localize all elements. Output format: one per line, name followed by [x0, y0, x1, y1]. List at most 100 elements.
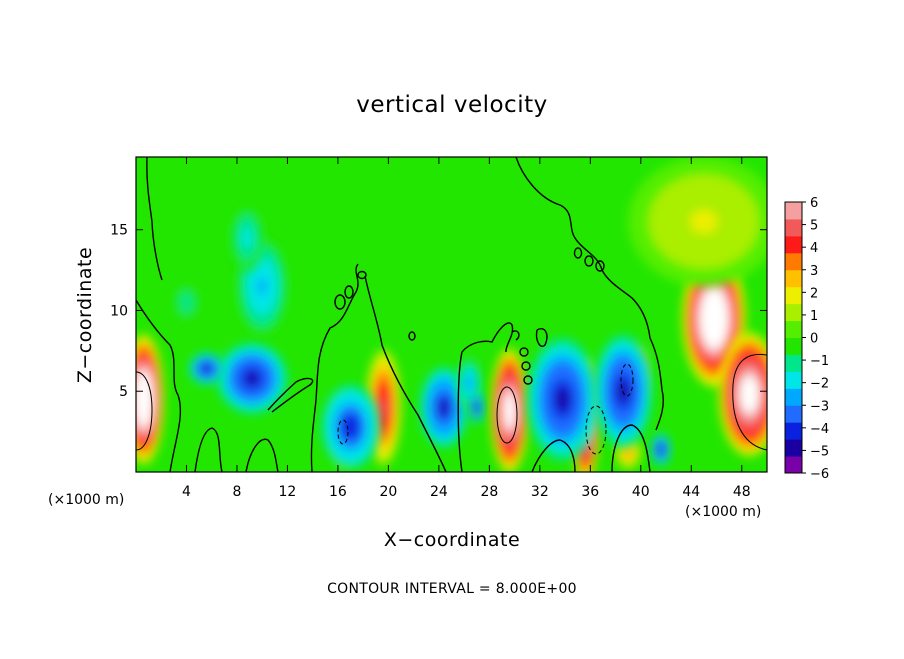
colorbar-tick-label: −1 [810, 354, 829, 369]
downdraft-cell [236, 237, 288, 335]
zero-contour [194, 427, 223, 472]
zero-contour [245, 438, 279, 472]
zero-contour [611, 424, 651, 472]
colorbar-tick-label: 4 [810, 241, 818, 256]
x-tick-label: 40 [632, 484, 650, 500]
colorbar-cell [785, 371, 802, 389]
colorbar-tick-label: −2 [810, 377, 829, 392]
downdraft-band [439, 400, 449, 415]
colorbar-tick-label: 2 [810, 286, 818, 301]
colorbar-tick-label: 1 [810, 309, 818, 324]
colorbar-cell [785, 405, 802, 423]
colorbar-cell [785, 303, 802, 322]
colorbar-tick-label: −5 [810, 444, 829, 459]
x-tick-labels: 4 8 12 16 20 24 28 32 36 40 44 48 [182, 484, 751, 500]
downdraft-cell [527, 337, 598, 461]
zero-contour [364, 275, 447, 472]
tick-marks [136, 157, 767, 472]
updraft-band [690, 209, 718, 234]
updraft-band [380, 396, 387, 418]
contour-negative [620, 363, 634, 397]
y-tick-labels: 5 10 15 [110, 223, 128, 401]
updraft-band [139, 387, 148, 411]
colorbar-tick-label: −6 [810, 467, 829, 482]
contour-negative [585, 405, 607, 455]
colorbar-cell [785, 388, 802, 406]
x-tick-label: 4 [182, 484, 191, 500]
colorbar: 6 5 4 3 2 1 0 −1 −2 −3 −4 −5 −6 [784, 196, 829, 482]
zero-contour [334, 294, 346, 310]
x-tick-label: 28 [480, 484, 498, 500]
updraft-cell [682, 250, 746, 387]
downdraft-band [257, 277, 267, 295]
downdraft-cell [189, 352, 225, 385]
x-tick-label: 44 [682, 484, 700, 500]
x-unit-left: (×1000 m) [48, 492, 124, 508]
x-tick-label: 20 [379, 484, 397, 500]
colorbar-tick-label: 0 [810, 332, 818, 347]
x-tick-label: 24 [430, 484, 448, 500]
zero-contour [136, 299, 182, 472]
zero-contour [535, 328, 548, 347]
contour-interval-note: CONTOUR INTERVAL = 8.000E+00 [327, 581, 577, 597]
x-tick-label: 36 [581, 484, 599, 500]
plot-frame [135, 156, 768, 473]
chart-title: vertical velocity [356, 92, 547, 118]
contour-positive [136, 371, 153, 451]
zero-contour [267, 377, 314, 413]
updraft-band [625, 449, 631, 456]
updraft-cell [628, 157, 767, 287]
colorbar-cells [785, 202, 802, 474]
colorbar-cell [785, 439, 802, 457]
field-layer [136, 157, 767, 472]
downdraft-band [659, 446, 663, 453]
y-axis-label: Z−coordinate [74, 247, 96, 383]
x-unit-right: (×1000 m) [685, 504, 761, 520]
y-tick-label: 15 [110, 223, 128, 239]
zero-contour [146, 157, 163, 281]
colorbar-cell [785, 235, 802, 254]
updraft-band [743, 383, 755, 406]
x-tick-label: 16 [329, 484, 347, 500]
downdraft-band [203, 365, 210, 372]
y-tick-label: 10 [110, 303, 128, 319]
zero-contour [521, 361, 531, 371]
x-tick-label: 12 [279, 484, 297, 500]
zero-contours [136, 157, 767, 472]
downdraft-cell [419, 367, 468, 448]
x-tick-label: 32 [531, 484, 549, 500]
colorbar-tick-label: −4 [810, 422, 829, 437]
updraft-cell [136, 334, 164, 464]
contour-negative [337, 419, 349, 445]
colorbar-tick-label: 6 [810, 196, 818, 211]
colorbar-cell [785, 269, 802, 288]
x-axis-label: X−coordinate [384, 529, 520, 551]
downdraft-band [345, 419, 356, 435]
downdraft-band [556, 388, 569, 411]
zero-contour [515, 157, 665, 431]
updraft-cell [719, 333, 767, 456]
downdraft-band [475, 404, 479, 411]
colorbar-labels: 6 5 4 3 2 1 0 −1 −2 −3 −4 −5 −6 [802, 196, 829, 482]
plot-area [135, 156, 768, 473]
colorbar-cell [785, 337, 802, 355]
colorbar-cell [785, 286, 802, 305]
downdraft-cell [469, 391, 485, 424]
zero-contour [310, 263, 359, 472]
zero-contour [531, 439, 576, 472]
x-tick-label: 8 [232, 484, 241, 500]
x-tick-label: 48 [733, 484, 751, 500]
zero-contour [357, 270, 367, 280]
contour-positive [496, 386, 518, 444]
downdraft-band [466, 378, 472, 388]
downdraft-cell [650, 433, 672, 466]
zero-contour [573, 247, 583, 259]
colorbar-tick-label: −3 [810, 399, 829, 414]
colorbar-tick-label: 5 [810, 219, 818, 234]
zero-contour [523, 375, 533, 385]
updraft-band [506, 399, 513, 422]
colorbar-cell [785, 252, 802, 271]
zero-contour [584, 255, 594, 267]
